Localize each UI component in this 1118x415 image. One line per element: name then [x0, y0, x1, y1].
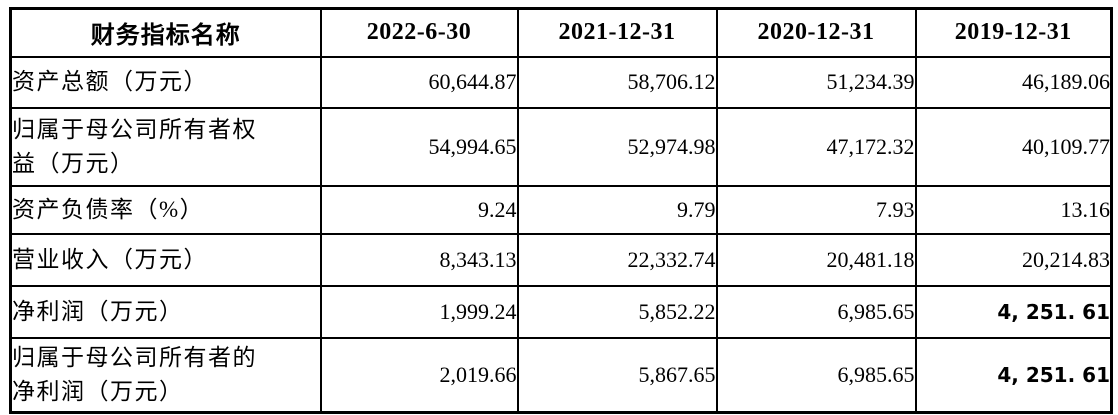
cell-value: 5,852.22: [516, 284, 718, 339]
cell-value: 20,214.83: [914, 232, 1113, 287]
cell-value: 6,985.65: [715, 284, 917, 339]
cell-value: 7.93: [715, 184, 917, 235]
cell-value: 58,706.12: [516, 55, 718, 109]
table-row-total-assets: 资产总额（万元） 60,644.87 58,706.12 51,234.39 4…: [9, 55, 1113, 109]
header-cell-2022-6-30: 2022-6-30: [319, 7, 519, 58]
cell-value-bold: 4, 251. 61: [914, 336, 1113, 414]
cell-value: 6,985.65: [715, 336, 917, 414]
cell-value-bold: 4, 251. 61: [914, 284, 1113, 339]
header-cell-2021-12-31: 2021-12-31: [516, 7, 718, 58]
row-label: 归属于母公司所有者的 净利润（万元）: [9, 336, 322, 414]
cell-value: 9.79: [516, 184, 718, 235]
table-row-debt-ratio: 资产负债率（%） 9.24 9.79 7.93 13.16: [9, 184, 1113, 235]
table-row-operating-revenue: 营业收入（万元） 8,343.13 22,332.74 20,481.18 20…: [9, 232, 1113, 287]
header-cell-2020-12-31: 2020-12-31: [715, 7, 917, 58]
row-label: 资产负债率（%）: [9, 184, 322, 235]
header-cell-2019-12-31: 2019-12-31: [914, 7, 1113, 58]
cell-value: 46,189.06: [914, 55, 1113, 109]
cell-value: 9.24: [319, 184, 519, 235]
cell-value: 20,481.18: [715, 232, 917, 287]
table-row-parent-net-profit: 归属于母公司所有者的 净利润（万元） 2,019.66 5,867.65 6,9…: [9, 336, 1113, 414]
cell-value: 51,234.39: [715, 55, 917, 109]
row-label: 营业收入（万元）: [9, 232, 322, 287]
financial-indicators-table: 财务指标名称 2022-6-30 2021-12-31 2020-12-31 2…: [9, 7, 1113, 414]
cell-value: 60,644.87: [319, 55, 519, 109]
cell-value: 47,172.32: [715, 106, 917, 187]
header-cell-indicator-name: 财务指标名称: [9, 7, 322, 58]
cell-value: 5,867.65: [516, 336, 718, 414]
cell-value: 8,343.13: [319, 232, 519, 287]
cell-value: 1,999.24: [319, 284, 519, 339]
cell-value: 13.16: [914, 184, 1113, 235]
table-row-parent-equity: 归属于母公司所有者权 益（万元） 54,994.65 52,974.98 47,…: [9, 106, 1113, 187]
cell-value: 22,332.74: [516, 232, 718, 287]
table-row-net-profit: 净利润（万元） 1,999.24 5,852.22 6,985.65 4, 25…: [9, 284, 1113, 339]
row-label: 资产总额（万元）: [9, 55, 322, 109]
cell-value: 54,994.65: [319, 106, 519, 187]
row-label: 归属于母公司所有者权 益（万元）: [9, 106, 322, 187]
table-header-row: 财务指标名称 2022-6-30 2021-12-31 2020-12-31 2…: [9, 7, 1113, 58]
row-label: 净利润（万元）: [9, 284, 322, 339]
cell-value: 2,019.66: [319, 336, 519, 414]
cell-value: 52,974.98: [516, 106, 718, 187]
cell-value: 40,109.77: [914, 106, 1113, 187]
financial-indicators-table-wrap: 财务指标名称 2022-6-30 2021-12-31 2020-12-31 2…: [9, 7, 1113, 414]
